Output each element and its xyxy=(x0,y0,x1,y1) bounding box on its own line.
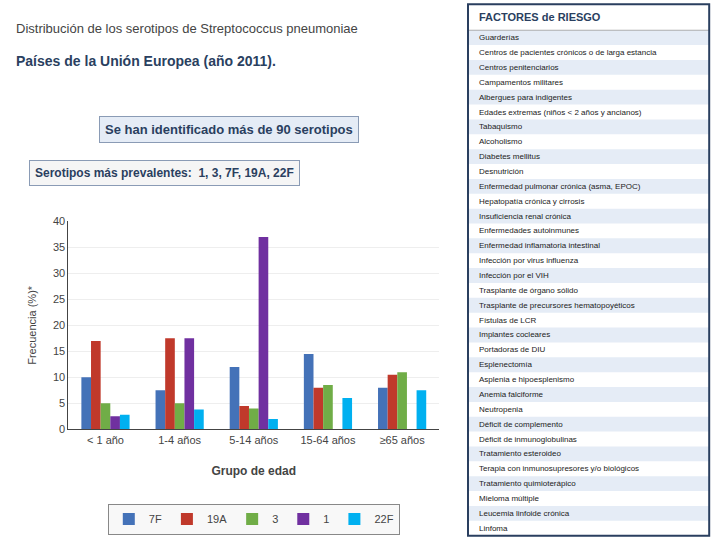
svg-text:Frecuencia (%)*: Frecuencia (%)* xyxy=(26,285,38,365)
svg-text:Alcoholismo: Alcoholismo xyxy=(479,137,523,146)
svg-text:15-64 años: 15-64 años xyxy=(300,434,356,446)
svg-text:Déficit de complemento: Déficit de complemento xyxy=(479,420,563,429)
svg-text:< 1 año: < 1 año xyxy=(87,434,124,446)
svg-text:1: 1 xyxy=(323,513,329,525)
svg-text:Edades extremas (niños < 2 año: Edades extremas (niños < 2 años y ancian… xyxy=(479,108,642,117)
svg-text:Guarderías: Guarderías xyxy=(479,33,519,42)
svg-text:Grupo de edad: Grupo de edad xyxy=(211,464,296,478)
svg-text:Enfermedad inflamatoria intest: Enfermedad inflamatoria intestinal xyxy=(479,241,600,250)
svg-text:FACTORES de RIESGO: FACTORES de RIESGO xyxy=(479,11,601,23)
svg-text:Hepatopatía crónica y cirrosis: Hepatopatía crónica y cirrosis xyxy=(479,197,584,206)
svg-text:Se han identificado más de 90: Se han identificado más de 90 serotipos xyxy=(105,122,353,137)
svg-text:Infección por virus influenza: Infección por virus influenza xyxy=(479,256,579,265)
svg-text:15: 15 xyxy=(53,345,65,357)
svg-text:Distribución de los serotipos: Distribución de los serotipos de Strepto… xyxy=(16,21,358,36)
svg-text:Fístulas de LCR: Fístulas de LCR xyxy=(479,316,537,325)
svg-text:Centros penitenciarios: Centros penitenciarios xyxy=(479,63,559,72)
svg-text:Enfermedades autoinmunes: Enfermedades autoinmunes xyxy=(479,226,579,235)
svg-text:10: 10 xyxy=(53,371,65,383)
svg-text:0: 0 xyxy=(59,423,65,435)
svg-text:5-14 años: 5-14 años xyxy=(229,434,278,446)
svg-text:20: 20 xyxy=(53,319,65,331)
svg-text:Mieloma múltiple: Mieloma múltiple xyxy=(479,494,540,503)
svg-text:5: 5 xyxy=(59,397,65,409)
svg-text:Enfermedad pulmonar crónica (a: Enfermedad pulmonar crónica (asma, EPOC) xyxy=(479,182,641,191)
svg-text:Infección por el VIH: Infección por el VIH xyxy=(479,271,549,280)
svg-text:Centros de pacientes crónicos: Centros de pacientes crónicos o de larga… xyxy=(479,48,657,57)
svg-text:Portadoras de DIU: Portadoras de DIU xyxy=(479,345,545,354)
svg-text:Asplenia e hipoesplenismo: Asplenia e hipoesplenismo xyxy=(479,375,575,384)
svg-text:Países de la Unión Europea (añ: Países de la Unión Europea (año 2011). xyxy=(16,53,276,69)
svg-text:Neutropenia: Neutropenia xyxy=(479,405,523,414)
svg-text:Diabetes mellitus: Diabetes mellitus xyxy=(479,152,540,161)
svg-text:25: 25 xyxy=(53,293,65,305)
svg-text:3: 3 xyxy=(272,513,278,525)
svg-text:30: 30 xyxy=(53,267,65,279)
svg-text:22F: 22F xyxy=(374,513,393,525)
svg-text:35: 35 xyxy=(53,241,65,253)
svg-text:Desnutrición: Desnutrición xyxy=(479,167,523,176)
svg-text:Terapia con inmunosupresores y: Terapia con inmunosupresores y/o biológi… xyxy=(479,464,639,473)
svg-text:7F: 7F xyxy=(149,513,162,525)
svg-text:Trasplante de órgano sólido: Trasplante de órgano sólido xyxy=(479,286,578,295)
svg-text:1-4 años: 1-4 años xyxy=(158,434,201,446)
svg-text:≥65 años: ≥65 años xyxy=(380,434,426,446)
svg-text:19A: 19A xyxy=(207,513,227,525)
svg-text:Campamentos militares: Campamentos militares xyxy=(479,78,563,87)
svg-text:Leucemia linfoide crónica: Leucemia linfoide crónica xyxy=(479,509,570,518)
svg-text:Insuficiencia renal crónica: Insuficiencia renal crónica xyxy=(479,212,572,221)
svg-text:Linfoma: Linfoma xyxy=(479,524,508,533)
svg-text:Albergues para indigentes: Albergues para indigentes xyxy=(479,93,572,102)
svg-text:Trasplante de precursores hema: Trasplante de precursores hematopoyético… xyxy=(479,301,635,310)
svg-text:Tratamiento quimioterápico: Tratamiento quimioterápico xyxy=(479,479,576,488)
svg-text:Anemia falciforme: Anemia falciforme xyxy=(479,390,544,399)
svg-text:Tabaquismo: Tabaquismo xyxy=(479,122,523,131)
svg-text:Déficit de inmunoglobulinas: Déficit de inmunoglobulinas xyxy=(479,435,577,444)
svg-text:Esplenectomía: Esplenectomía xyxy=(479,360,532,369)
svg-text:Serotipos más prevalentes: 1,: Serotipos más prevalentes: 1, 3, 7F, 19A… xyxy=(35,166,294,180)
svg-text:Implantes cocleares: Implantes cocleares xyxy=(479,330,550,339)
svg-text:40: 40 xyxy=(53,215,65,227)
svg-text:Tratamiento esteroideo: Tratamiento esteroideo xyxy=(479,449,562,458)
